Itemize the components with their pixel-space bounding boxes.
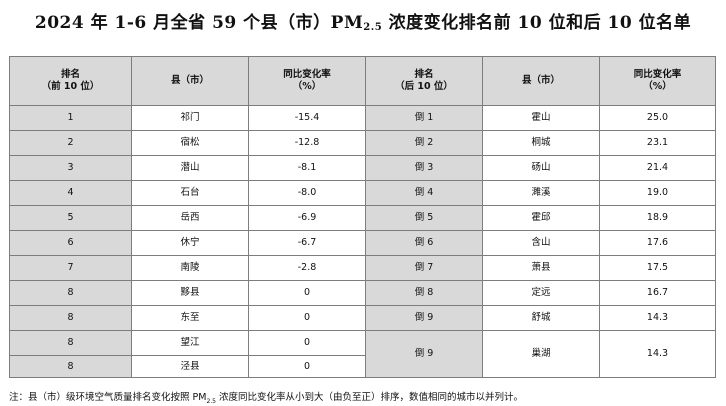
header-rank-top: 排名 （前 10 位）: [9, 56, 132, 106]
bottom-county-cell: 濉溪: [482, 180, 600, 206]
bottom-county-cell: 定远: [482, 280, 600, 306]
table-row: 8 东至 0 倒 9 舒城 14.3: [9, 305, 716, 331]
header-change-left: 同比变化率 （%）: [248, 56, 366, 106]
top-county-cell: 石台: [131, 180, 249, 206]
bottom-rank-cell: 倒 8: [365, 280, 483, 306]
bottom-county-cell: 霍山: [482, 105, 600, 131]
note-subscript: 2.5: [206, 397, 216, 405]
header-rank-bottom: 排名 （后 10 位）: [365, 56, 483, 106]
bottom-county-cell: 霍邱: [482, 205, 600, 231]
bottom-county-cell: 砀山: [482, 155, 600, 181]
ranking-table: 排名 （前 10 位） 县（市） 同比变化率 （%） 排名 （后 10 位） 县（市）…: [9, 56, 716, 378]
bottom-county-cell: 舒城: [482, 305, 600, 331]
title-subscript: 2.5: [363, 22, 383, 33]
bottom-change-cell: 14.3: [599, 330, 716, 378]
top-county-cell: 潜山: [131, 155, 249, 181]
bottom-change-cell: 17.6: [599, 230, 716, 256]
bottom-rank-cell: 倒 7: [365, 255, 483, 281]
top-rank-cell: 8: [9, 355, 132, 378]
bottom-rank-cell: 倒 1: [365, 105, 483, 131]
top-rank-cell: 3: [9, 155, 132, 181]
top-county-cell: 望江: [131, 330, 249, 356]
bottom-county-cell: 萧县: [482, 255, 600, 281]
top-rank-cell: 1: [9, 105, 132, 131]
table-row: 6 休宁 -6.7 倒 6 含山 17.6: [9, 230, 716, 256]
top-county-cell: 黟县: [131, 280, 249, 306]
top-county-cell: 岳西: [131, 205, 249, 231]
top-rank-cell: 2: [9, 130, 132, 156]
top-rank-cell: 7: [9, 255, 132, 281]
bottom-change-cell: 25.0: [599, 105, 716, 131]
top-county-cell: 东至: [131, 305, 249, 331]
table-row: 8 泾县 0: [9, 355, 716, 378]
note-suffix: 浓度同比变化率从小到大（由负至正）排序，数值相同的城市以并列计。: [216, 392, 524, 403]
bottom-change-cell: 23.1: [599, 130, 716, 156]
header-county-left: 县（市）: [131, 56, 249, 106]
top-change-cell: 0: [248, 355, 366, 378]
top-county-cell: 宿松: [131, 130, 249, 156]
top-change-cell: -6.7: [248, 230, 366, 256]
table-row: 8 黟县 0 倒 8 定远 16.7: [9, 280, 716, 306]
bottom-rank-cell: 倒 6: [365, 230, 483, 256]
bottom-rank-cell: 倒 4: [365, 180, 483, 206]
top-rank-cell: 8: [9, 280, 132, 306]
top-rank-cell: 5: [9, 205, 132, 231]
bottom-change-cell: 17.5: [599, 255, 716, 281]
top-rank-cell: 8: [9, 305, 132, 331]
header-row: 排名 （前 10 位） 县（市） 同比变化率 （%） 排名 （后 10 位） 县（市）…: [9, 56, 716, 106]
bottom-county-cell: 桐城: [482, 130, 600, 156]
bottom-rank-cell: 倒 5: [365, 205, 483, 231]
top-rank-cell: 8: [9, 330, 132, 356]
top-county-cell: 泾县: [131, 355, 249, 378]
bottom-change-cell: 21.4: [599, 155, 716, 181]
bottom-county-cell: 含山: [482, 230, 600, 256]
top-change-cell: 0: [248, 280, 366, 306]
top-rank-cell: 6: [9, 230, 132, 256]
bottom-rank-cell: 倒 9: [365, 305, 483, 331]
bottom-change-cell: 16.7: [599, 280, 716, 306]
table-row: 4 石台 -8.0 倒 4 濉溪 19.0: [9, 180, 716, 206]
top-county-cell: 祁门: [131, 105, 249, 131]
table-row: 8 望江 0 倒 9 巢湖 14.3: [9, 330, 716, 378]
top-county-cell: 南陵: [131, 255, 249, 281]
top-change-cell: -15.4: [248, 105, 366, 131]
bottom-change-cell: 14.3: [599, 305, 716, 331]
table-row: 5 岳西 -6.9 倒 5 霍邱 18.9: [9, 205, 716, 231]
bottom-rank-cell: 倒 9: [365, 330, 483, 378]
top-change-cell: -8.1: [248, 155, 366, 181]
table-row: 2 宿松 -12.8 倒 2 桐城 23.1: [9, 130, 716, 156]
top-change-cell: -12.8: [248, 130, 366, 156]
bottom-rank-cell: 倒 3: [365, 155, 483, 181]
bottom-county-cell: 巢湖: [482, 330, 600, 378]
title-prefix: 2024 年 1-6 月全省 59 个县（市）PM: [34, 13, 364, 33]
bottom-change-cell: 18.9: [599, 205, 716, 231]
table-row: 7 南陵 -2.8 倒 7 萧县 17.5: [9, 255, 716, 281]
top-change-cell: -2.8: [248, 255, 366, 281]
header-county-right: 县（市）: [482, 56, 600, 106]
footnote: 注：县（市）级环境空气质量排名变化按照 PM2.5 浓度同比变化率从小到大（由负…: [9, 389, 719, 405]
top-change-cell: -8.0: [248, 180, 366, 206]
bottom-change-cell: 19.0: [599, 180, 716, 206]
top-rank-cell: 4: [9, 180, 132, 206]
table-row: 3 潜山 -8.1 倒 3 砀山 21.4: [9, 155, 716, 181]
table-row: 1 祁门 -15.4 倒 1 霍山 25.0: [9, 105, 716, 131]
top-county-cell: 休宁: [131, 230, 249, 256]
note-prefix: 注：县（市）级环境空气质量排名变化按照 PM: [9, 392, 207, 403]
header-change-right: 同比变化率 （%）: [599, 56, 716, 106]
top-change-cell: -6.9: [248, 205, 366, 231]
bottom-rank-cell: 倒 2: [365, 130, 483, 156]
title-suffix: 浓度变化排名前 10 位和后 10 位名单: [382, 13, 692, 33]
top-change-cell: 0: [248, 305, 366, 331]
page-title: 2024 年 1-6 月全省 59 个县（市）PM2.5 浓度变化排名前 10 …: [0, 8, 726, 33]
top-change-cell: 0: [248, 330, 366, 356]
